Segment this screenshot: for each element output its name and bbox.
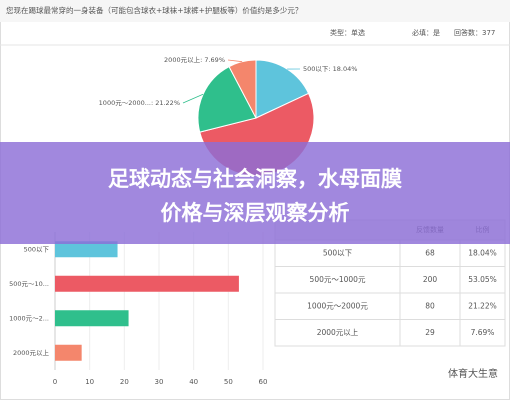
leader-line	[227, 59, 243, 63]
x-tick-label: 30	[155, 378, 164, 386]
table-cell: 18.04%	[468, 248, 497, 257]
table-cell: 53.05%	[468, 275, 497, 284]
answers: 回答数：377	[454, 28, 495, 37]
table-row	[274, 239, 506, 267]
pie-slice	[197, 65, 257, 133]
header-bar	[0, 0, 510, 22]
table-cell: 2000元以上	[317, 328, 359, 337]
table-row	[274, 292, 506, 320]
bar	[55, 310, 129, 327]
table-cell: 200	[423, 275, 438, 284]
x-tick-label: 50	[224, 378, 233, 386]
y-tick-label: 1000元～2...	[9, 314, 49, 322]
banner-bg	[0, 142, 510, 244]
x-tick-label: 0	[53, 378, 57, 386]
table-cell: 7.69%	[471, 328, 495, 337]
x-tick-label: 60	[259, 378, 268, 386]
table-cell: 1000元～2000元	[307, 301, 368, 310]
pie-label: 2000元以上: 7.69%	[164, 55, 225, 64]
bar	[55, 344, 82, 361]
required: 必填：是	[412, 28, 440, 37]
y-tick-label: 500以下	[24, 245, 50, 253]
y-tick-label: 2000元以上	[13, 348, 50, 357]
table-cell: 29	[425, 328, 435, 337]
pie-label: 1000元～2000...: 21.22%	[99, 99, 180, 107]
banner-line: 足球动态与社会洞察，水母面膜	[108, 167, 402, 191]
bar	[55, 275, 239, 292]
watermark: 体育大生意	[448, 367, 498, 380]
table-row	[274, 266, 506, 294]
table-cell: 500元～1000元	[310, 275, 366, 284]
table-cell: 21.22%	[468, 301, 497, 310]
pie-slice	[255, 59, 310, 119]
x-tick-label: 40	[189, 378, 198, 386]
pie-slice	[228, 59, 257, 119]
question: 您现在踢球最常穿的一身装备（可能包含球衣+球袜+球裤+护腿板等）价值约是多少元？	[6, 5, 302, 15]
bar	[55, 241, 118, 258]
table-cell: 80	[425, 301, 435, 310]
table-cell: 500以下	[323, 248, 353, 257]
y-tick-label: 500元～10...	[9, 280, 49, 288]
pie-label: 500以下: 18.04%	[303, 65, 357, 73]
type: 类型：单选	[330, 28, 365, 37]
leader-line	[182, 93, 204, 104]
banner-line: 价格与深层观察分析	[161, 201, 350, 225]
table-cell: 68	[425, 248, 435, 257]
banner: 足球动态与社会洞察，水母面膜 价格与深层观察分析	[0, 142, 510, 244]
x-tick-label: 10	[85, 378, 94, 386]
table-row	[274, 319, 506, 347]
x-tick-label: 20	[120, 378, 129, 386]
